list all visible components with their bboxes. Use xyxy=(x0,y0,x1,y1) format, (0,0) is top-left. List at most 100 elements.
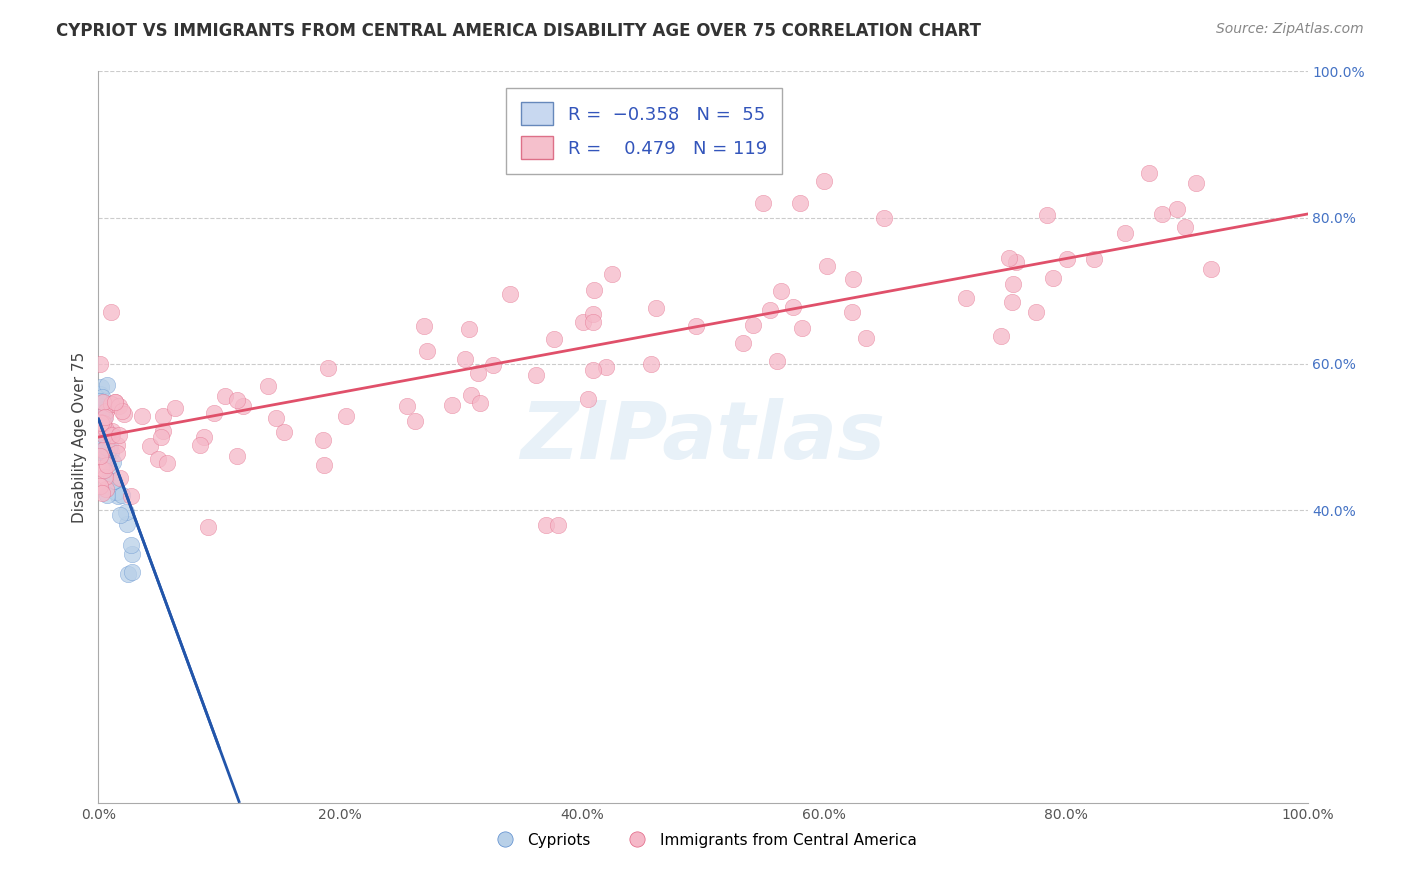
Point xyxy=(91,420,114,434)
Point xyxy=(468,396,491,410)
Point xyxy=(582,315,605,329)
Point xyxy=(94,482,117,496)
Point xyxy=(1174,219,1197,234)
Point xyxy=(257,379,280,393)
Point xyxy=(572,315,595,329)
Point xyxy=(103,474,125,488)
Point xyxy=(120,489,142,503)
Point xyxy=(108,508,131,522)
Point xyxy=(104,484,127,499)
Point xyxy=(1042,271,1064,285)
Point xyxy=(152,409,174,423)
Point xyxy=(93,427,115,442)
Point xyxy=(89,430,111,444)
Point xyxy=(752,137,775,152)
Point xyxy=(93,416,115,430)
Y-axis label: Disability Age Over 75: Disability Age Over 75 xyxy=(72,351,87,523)
Point xyxy=(264,411,287,425)
Point xyxy=(96,429,118,443)
Point xyxy=(89,424,111,438)
Point xyxy=(998,251,1021,265)
Point xyxy=(1152,207,1174,221)
Point xyxy=(115,517,138,532)
Point xyxy=(89,407,111,421)
Point xyxy=(89,399,111,413)
Point xyxy=(150,430,173,444)
Point xyxy=(90,430,112,444)
Point xyxy=(93,421,115,435)
Legend: Cypriots, Immigrants from Central America: Cypriots, Immigrants from Central Americ… xyxy=(484,827,922,854)
Point xyxy=(404,414,426,428)
Point xyxy=(413,318,436,333)
Point xyxy=(104,395,127,409)
Point xyxy=(91,486,114,500)
Point xyxy=(841,305,863,319)
Point xyxy=(96,426,118,441)
Point xyxy=(214,389,236,403)
Point xyxy=(842,271,865,285)
Point xyxy=(100,444,122,458)
Point xyxy=(90,417,112,432)
Point xyxy=(117,567,139,582)
Point xyxy=(93,463,115,477)
Point xyxy=(482,358,505,372)
Point xyxy=(499,286,522,301)
Point xyxy=(1036,208,1059,222)
Point xyxy=(582,307,605,321)
Point xyxy=(1025,305,1047,319)
Point xyxy=(93,395,115,409)
Point xyxy=(101,474,124,488)
Point xyxy=(990,328,1012,343)
Point xyxy=(89,415,111,429)
Point xyxy=(107,399,129,413)
Point xyxy=(121,566,143,580)
Point xyxy=(89,393,111,408)
Point xyxy=(152,424,174,438)
Point xyxy=(146,451,169,466)
Point xyxy=(855,330,877,344)
Point xyxy=(460,388,482,402)
Point xyxy=(98,466,121,480)
Point xyxy=(111,404,134,418)
Point xyxy=(312,433,335,447)
Point xyxy=(335,409,357,423)
Point xyxy=(733,335,755,350)
Point xyxy=(89,407,111,421)
Point xyxy=(89,449,111,463)
Point xyxy=(742,318,765,332)
Point xyxy=(188,438,211,452)
Point xyxy=(112,408,135,422)
Point xyxy=(873,211,896,225)
Point xyxy=(110,470,132,484)
Point xyxy=(94,409,117,424)
Point xyxy=(1166,202,1188,216)
Point xyxy=(96,488,118,502)
Point xyxy=(90,416,112,430)
Point xyxy=(96,450,118,464)
Point xyxy=(90,433,112,447)
Point xyxy=(100,304,122,318)
Point xyxy=(770,284,793,298)
Point xyxy=(89,479,111,493)
Point xyxy=(441,398,464,412)
Point xyxy=(94,440,117,454)
Point xyxy=(193,429,215,443)
Point xyxy=(100,397,122,411)
Point xyxy=(89,434,111,449)
Point xyxy=(96,377,118,392)
Point xyxy=(105,438,128,452)
Text: CYPRIOT VS IMMIGRANTS FROM CENTRAL AMERICA DISABILITY AGE OVER 75 CORRELATION CH: CYPRIOT VS IMMIGRANTS FROM CENTRAL AMERI… xyxy=(56,22,981,40)
Point xyxy=(91,421,114,435)
Point xyxy=(96,448,118,462)
Point xyxy=(752,196,775,211)
Point xyxy=(685,319,707,334)
Point xyxy=(467,367,489,381)
Point xyxy=(121,547,143,561)
Point xyxy=(534,517,557,532)
Point xyxy=(89,421,111,435)
Point xyxy=(93,408,115,422)
Point xyxy=(89,357,111,371)
Point xyxy=(583,283,606,297)
Point xyxy=(582,362,605,376)
Point xyxy=(395,400,418,414)
